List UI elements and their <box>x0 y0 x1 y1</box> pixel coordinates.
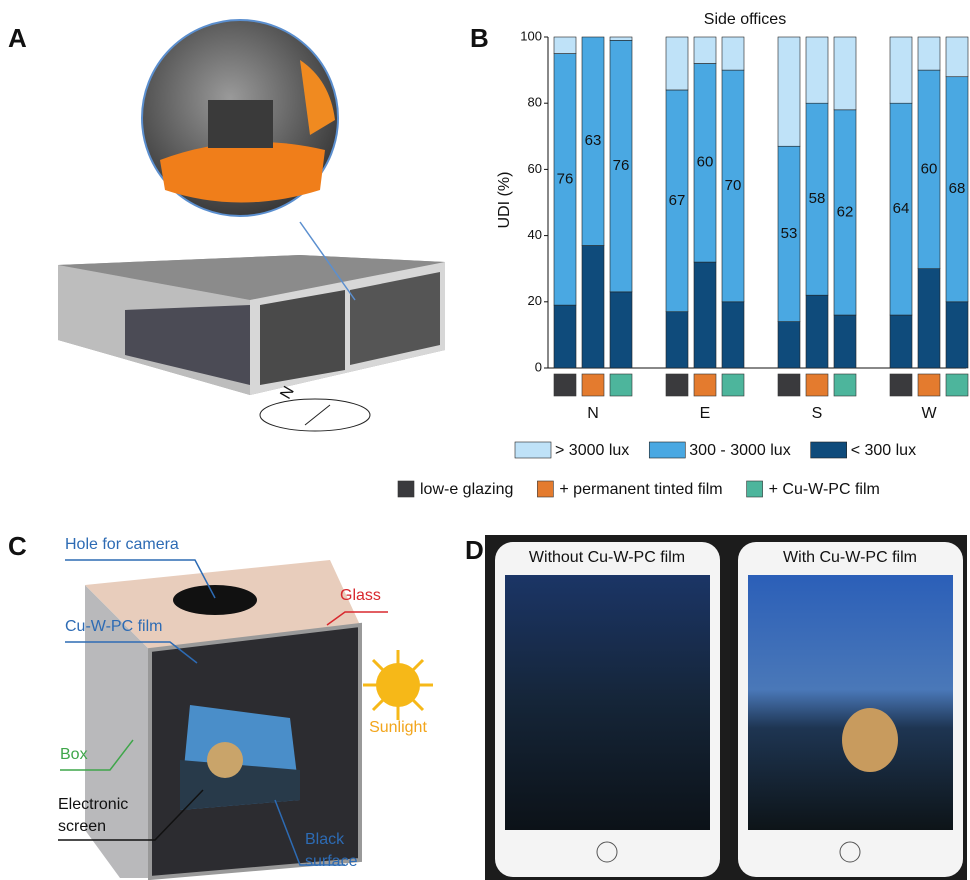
legend-label: > 3000 lux <box>555 442 629 459</box>
bar-segment <box>889 36 913 104</box>
x-tick-label: N <box>587 405 599 422</box>
panel-label: D <box>465 535 484 565</box>
data-label: 63 <box>585 132 602 149</box>
y-tick-label: 0 <box>535 359 542 374</box>
treatment-swatch <box>777 373 801 397</box>
data-label: 53 <box>781 225 798 242</box>
bar-segment <box>609 291 633 369</box>
legend-swatch <box>648 441 686 459</box>
panel-label: A <box>8 23 27 53</box>
callout: Glass <box>340 587 381 604</box>
x-tick-label: S <box>812 405 823 422</box>
bar-segment <box>805 294 829 369</box>
bar-segment <box>833 314 857 369</box>
y-tick-label: 20 <box>528 293 542 308</box>
bar-segment <box>945 301 969 369</box>
compass-label: N <box>277 384 298 403</box>
callout: surface <box>305 853 358 870</box>
legend-swatch <box>537 480 554 498</box>
building-model: N <box>58 19 445 432</box>
bar-segment <box>553 36 577 54</box>
bar-segment <box>721 301 745 369</box>
data-label: 70 <box>725 177 742 194</box>
y-tick-label: 100 <box>520 28 542 43</box>
x-tick-label: W <box>921 405 937 422</box>
bar-segment <box>917 36 941 71</box>
treatment-swatch <box>693 373 717 397</box>
bar-segment <box>917 268 941 369</box>
bar-segment <box>581 36 605 246</box>
data-label: 58 <box>809 190 826 207</box>
legend-label: + Cu-W-PC film <box>769 481 880 498</box>
legend-label: + permanent tinted film <box>559 481 722 498</box>
y-axis-label: UDI (%) <box>496 172 513 229</box>
treatment-swatch <box>721 373 745 397</box>
legend-label: < 300 lux <box>851 442 916 459</box>
legend-swatch <box>397 480 415 498</box>
data-label: 64 <box>893 200 910 217</box>
treatment-swatch <box>889 373 913 397</box>
chart-title: Side offices <box>704 11 786 28</box>
tablet-photos: Without Cu-W-PC film With Cu-W-PC film <box>485 535 967 880</box>
legend-swatch <box>810 441 847 459</box>
data-label: 60 <box>921 160 938 177</box>
treatment-swatch <box>945 373 969 397</box>
bar-segment <box>665 311 689 369</box>
callout: Box <box>60 746 88 763</box>
bar-segment <box>553 304 577 369</box>
photo-caption: With Cu-W-PC film <box>783 549 917 566</box>
legend-swatch <box>514 441 552 459</box>
bar-segment <box>609 36 633 41</box>
callout: Cu-W-PC film <box>65 618 162 635</box>
data-label: 76 <box>613 157 630 174</box>
bar-segment <box>693 261 717 369</box>
bar-segment <box>945 36 969 78</box>
treatment-swatch <box>553 373 577 397</box>
data-label: 67 <box>669 192 686 209</box>
panel-label: B <box>470 23 489 53</box>
callout: Electronic <box>58 796 128 813</box>
legend-label: low-e glazing <box>420 481 513 498</box>
callout: Black <box>305 831 345 848</box>
data-label: 76 <box>557 170 574 187</box>
data-label: 60 <box>697 154 714 171</box>
treatment-swatch <box>581 373 605 397</box>
data-label: 62 <box>837 203 854 220</box>
treatment-swatch <box>609 373 633 397</box>
callout: screen <box>58 818 106 835</box>
callout: Sunlight <box>369 719 427 736</box>
photo-caption: Without Cu-W-PC film <box>529 549 685 566</box>
legend-label: 300 - 3000 lux <box>689 442 790 459</box>
bar-segment <box>721 36 745 71</box>
treatment-swatch <box>805 373 829 397</box>
treatment-swatch <box>833 373 857 397</box>
bar-segment <box>833 36 857 111</box>
callout: Hole for camera <box>65 536 179 553</box>
treatment-swatch <box>917 373 941 397</box>
bar-segment <box>693 36 717 64</box>
x-tick-label: E <box>700 405 711 422</box>
y-tick-label: 60 <box>528 161 542 176</box>
bar-segment <box>581 245 605 369</box>
y-tick-label: 40 <box>528 227 542 242</box>
bar-segment <box>889 314 913 369</box>
data-label: 68 <box>949 180 966 197</box>
stacked-bar-chart: Side offices UDI (%) 0 20 40 60 80 100 76 63 76 N 67… <box>397 11 969 498</box>
bar-segment <box>777 321 801 369</box>
bar-segment <box>665 36 689 91</box>
treatment-swatch <box>665 373 689 397</box>
box-diagram: Hole for camera Glass Cu-W-PC film Sunli… <box>58 536 433 880</box>
bar-segment <box>805 36 829 104</box>
bar-segment <box>777 36 801 147</box>
y-tick-label: 80 <box>528 95 542 110</box>
legend-swatch <box>746 480 763 498</box>
panel-label: C <box>8 531 27 561</box>
